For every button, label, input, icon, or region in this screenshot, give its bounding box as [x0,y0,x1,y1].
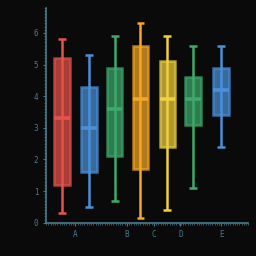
Bar [214,68,229,115]
Bar [133,46,148,169]
Bar [107,68,122,156]
Bar [159,61,175,147]
Bar [54,58,70,185]
Bar [81,87,97,172]
Bar [185,77,201,125]
